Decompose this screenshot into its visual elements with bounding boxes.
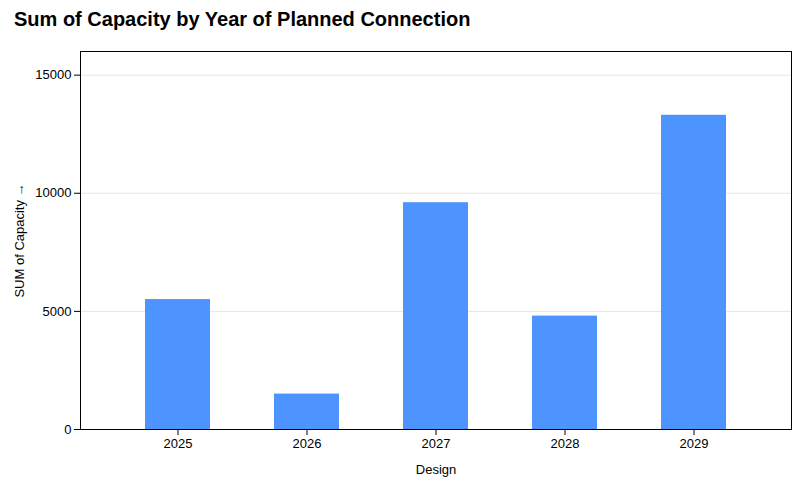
svg-text:Design: Design	[416, 462, 456, 477]
svg-text:2027: 2027	[422, 436, 451, 451]
svg-text:2028: 2028	[551, 436, 580, 451]
svg-text:5000: 5000	[43, 304, 72, 319]
svg-text:0: 0	[64, 422, 71, 437]
svg-text:SUM of Capacity →: SUM of Capacity →	[12, 183, 27, 297]
svg-text:2025: 2025	[164, 436, 193, 451]
html-text:Sum of Capacity by Year of Pla: Sum of Capacity by Year of Planned Conne…	[14, 8, 471, 30]
svg-text:2026: 2026	[293, 436, 322, 451]
svg-text:2029: 2029	[680, 436, 709, 451]
svg-text:15000: 15000	[35, 67, 71, 82]
svg-text:10000: 10000	[35, 185, 71, 200]
